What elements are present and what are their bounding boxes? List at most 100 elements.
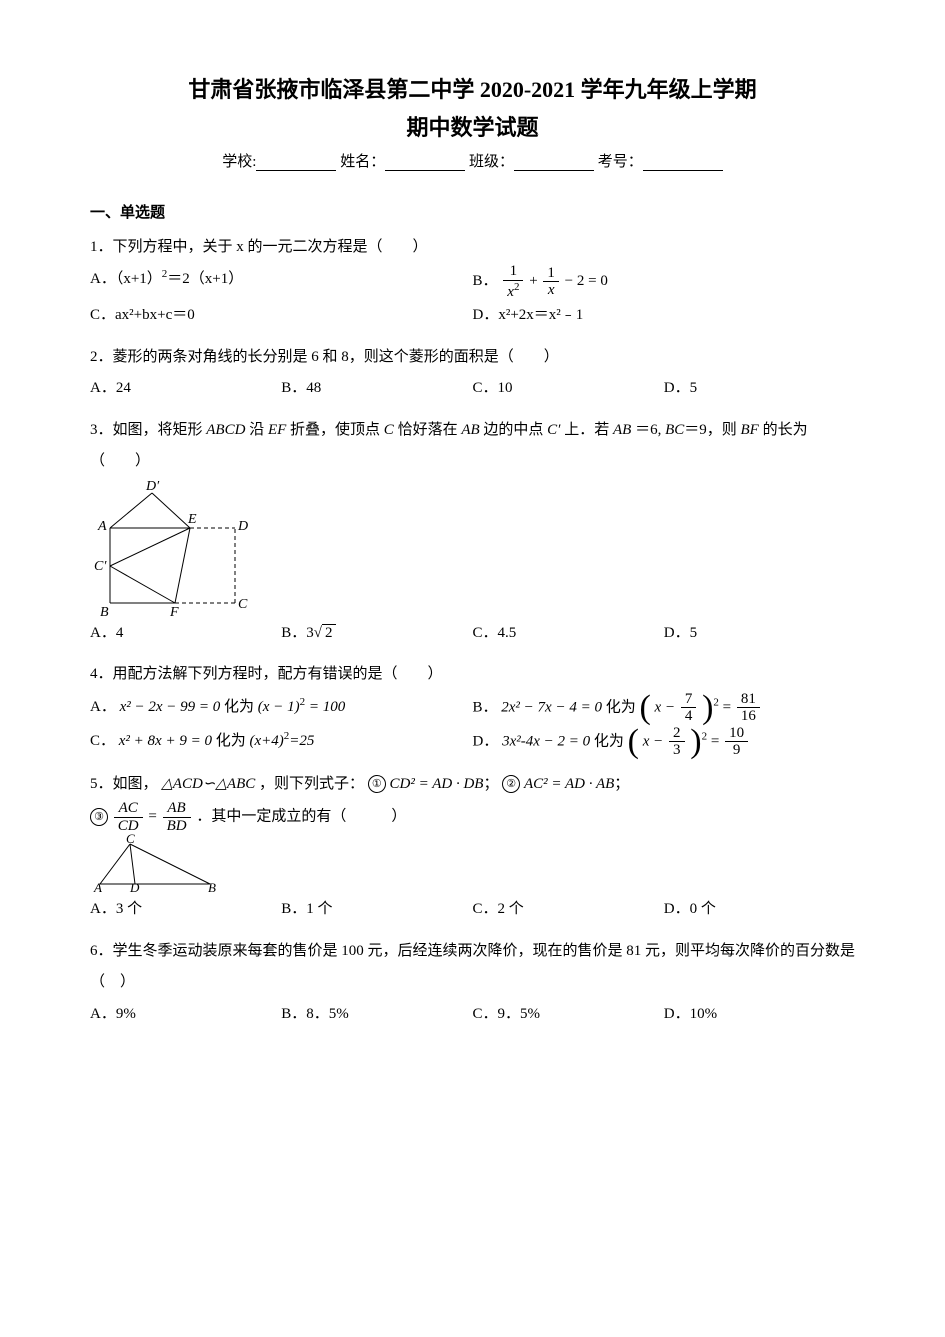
q5-f1: CD² = AD · DB [390, 776, 484, 792]
q1b-frac2: 1 x [543, 265, 559, 299]
label-class: 班级： [469, 154, 514, 170]
q4c-lbl: C． [90, 733, 115, 749]
lbl-D: D [237, 519, 248, 534]
q3-s7: ＝6, [635, 422, 665, 438]
q4d-rd: 9 [725, 742, 748, 759]
q5-stem-line2: ③ ACCD = ABBD ．其中一定成立的有（ ） [90, 800, 855, 834]
q1a-suf: ＝2（x+1） [167, 271, 243, 287]
q5-opt-c: C．2 个 [473, 894, 664, 926]
q5-fld: CD [114, 818, 143, 835]
q2-stem: 2．菱形的两条对角线的长分别是 6 和 8，则这个菱形的面积是（ ） [90, 342, 855, 374]
q2-opt-c: C．10 [473, 373, 664, 405]
q5-eq: = [148, 809, 160, 825]
q3-s2: 沿 [249, 422, 268, 438]
lbl-A: A [97, 519, 107, 534]
lbl-Cp: C′ [94, 559, 107, 574]
lbl-B: B [100, 605, 109, 618]
q4-opt-d: D． 3x²-4x − 2 = 0 化为 ( x − 23 )2 = 109 [473, 725, 856, 759]
q2-opt-d: D．5 [664, 373, 855, 405]
lbl-F: F [169, 605, 179, 618]
q6-options: A．9% B．8．5% C．9．5% D．10% [90, 999, 855, 1031]
q1b-frac1: 1 x2 [503, 263, 523, 300]
blank-name [385, 154, 465, 171]
q3-ef: EF [268, 422, 286, 438]
student-info-line: 学校: 姓名： 班级： 考号： [90, 150, 855, 171]
q3-ab2: AB [613, 422, 631, 438]
q3-svg: D′ A E D C′ B F C [90, 478, 260, 618]
q5-frd: BD [163, 818, 191, 835]
q5-s1: ； [483, 776, 498, 792]
lbl-Dp: D′ [145, 479, 160, 494]
label-number: 考号： [598, 154, 643, 170]
q3-abcd: ABCD [206, 422, 245, 438]
q5-mid: ，则下列式子： [259, 776, 364, 792]
question-6: 6．学生冬季运动装原来每套的售价是 100 元，后经连续两次降价，现在的售价是 … [90, 936, 855, 1031]
q3-s1: 3．如图，将矩形 [90, 422, 206, 438]
lbl-E: E [187, 512, 197, 527]
lparen-icon: ( [639, 689, 650, 726]
q3-s5: 边的中点 [483, 422, 547, 438]
q4d-rn: 10 [725, 725, 748, 743]
q4-opt-a: A． x² − 2x − 99 = 0 化为 (x − 1)2 = 100 [90, 691, 473, 725]
lbl-C: C [238, 597, 248, 612]
q5-stem-line1: 5．如图， △ACD∽△ABC ，则下列式子： ① CD² = AD · DB；… [90, 769, 855, 801]
q3-figure: D′ A E D C′ B F C [90, 478, 855, 618]
q3-opt-d: D．5 [664, 618, 855, 650]
q3-c: C [384, 422, 394, 438]
q6-opt-b: B．8．5% [281, 999, 472, 1031]
q1b-f1n: 1 [503, 263, 523, 281]
q4a-l: x² − 2x − 99 = 0 [120, 699, 221, 715]
q4b-rhs: 8116 [737, 691, 760, 725]
q3b-pre: B．3 [281, 625, 314, 641]
q3-stem: 3．如图，将矩形 ABCD 沿 EF 折叠，使顶点 C 恰好落在 AB 边的中点… [90, 415, 855, 478]
blank-school [256, 154, 336, 171]
q4b-frac: 74 [681, 691, 697, 725]
q4a-hw: 化为 [224, 699, 254, 715]
q4c-hw: 化为 [216, 733, 246, 749]
q4d-lbl: D． [473, 733, 499, 749]
q3-s8: ＝9，则 [684, 422, 740, 438]
q3-opt-b: B．3√2 [281, 618, 472, 650]
q5-sim: △ACD∽△ABC [161, 776, 255, 792]
q5-lblC: C [126, 834, 135, 846]
q5-figure: A D B C [90, 834, 855, 894]
q1-stem: 1．下列方程中，关于 x 的一元二次方程是（ ） [90, 232, 855, 264]
q1b-f2n: 1 [543, 265, 559, 283]
q3b-rad: 2 [322, 624, 336, 641]
q4a-lbl: A． [90, 699, 116, 715]
q2-options: A．24 B．48 C．10 D．5 [90, 373, 855, 405]
q2-opt-b: B．48 [281, 373, 472, 405]
rparen-icon: ) [702, 689, 713, 726]
q1b-tail: − 2 = 0 [565, 273, 608, 289]
q6-opt-a: A．9% [90, 999, 281, 1031]
circled-2-icon: ② [502, 775, 520, 793]
label-school: 学校: [222, 154, 256, 170]
q5-fln: AC [114, 800, 143, 818]
q3-cp: C′ [547, 422, 560, 438]
q6-opt-c: C．9．5% [473, 999, 664, 1031]
q4a-rt: = 100 [305, 699, 345, 715]
q3-opt-c: C．4.5 [473, 618, 664, 650]
q5-frac-r: ABBD [163, 800, 191, 834]
q4d-var: x − [643, 733, 667, 749]
q5-f2: AC² = AD · AB [524, 776, 614, 792]
q5-opt-a: A．3 个 [90, 894, 281, 926]
q4-opt-c: C． x² + 8x + 9 = 0 化为 (x+4)2=25 [90, 725, 473, 759]
q1b-f1d-var: x [507, 284, 514, 300]
q1b-f1d-sup: 2 [514, 281, 520, 293]
q4c-rt: =25 [289, 733, 314, 749]
q5-lblB: B [208, 880, 216, 894]
q1b-pre: B． [473, 273, 498, 289]
q3-s6: 上．若 [564, 422, 613, 438]
title-line-1: 甘肃省张掖市临泽县第二中学 2020-2021 学年九年级上学期 [90, 70, 855, 110]
q1b-plus: + [529, 273, 541, 289]
q6-opt-d: D．10% [664, 999, 855, 1031]
q5-opt-d: D．0 个 [664, 894, 855, 926]
q3-ab: AB [461, 422, 479, 438]
circled-1-icon: ① [368, 775, 386, 793]
q4d-fd: 3 [669, 742, 685, 759]
q3-options: A．4 B．3√2 C．4.5 D．5 [90, 618, 855, 650]
q4b-l: 2x² − 7x − 4 = 0 [501, 699, 602, 715]
q4d-sup: 2 [702, 730, 708, 742]
q5-frn: AB [163, 800, 191, 818]
